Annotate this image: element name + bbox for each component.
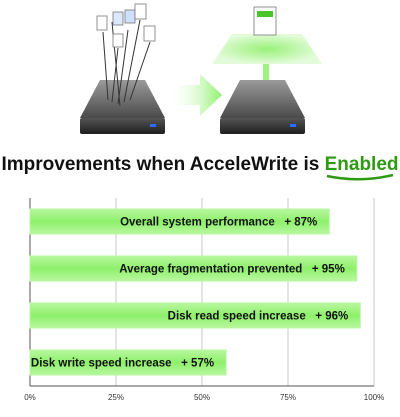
bar-chart: 0% 25% 50% 75% 100% Overall system performanc… xyxy=(24,198,384,402)
hard-drive-scattered-files-icon xyxy=(80,3,165,134)
heading-highlight: Enabled xyxy=(324,154,399,181)
bar xyxy=(29,255,358,282)
chart-heading: Improvements when AcceleWrite is Enabled xyxy=(0,154,400,181)
heading-highlight-text: Enabled xyxy=(324,154,399,175)
highlight-underline-icon xyxy=(326,173,393,181)
illustration xyxy=(80,3,322,134)
bar-label: Average fragmentation prevented + 95% xyxy=(119,264,345,276)
x-tick-label: 25% xyxy=(108,393,124,402)
x-tick-label: 50% xyxy=(194,393,210,402)
x-tick-label: 100% xyxy=(364,393,384,402)
heading-prefix: Improvements when AcceleWrite is xyxy=(1,154,325,175)
x-tick-label: 75% xyxy=(280,393,296,402)
bar xyxy=(29,302,361,329)
bar xyxy=(29,349,227,376)
bar xyxy=(29,208,330,235)
bar-label: Disk write speed increase + 57% xyxy=(31,358,214,370)
hard-drive-single-file-icon xyxy=(212,6,322,134)
right-arrow-icon xyxy=(168,74,222,116)
bar-label: Overall system performance + 87% xyxy=(120,217,317,229)
bar-label: Disk read speed increase + 96% xyxy=(168,311,349,323)
x-tick-label: 0% xyxy=(24,393,36,402)
